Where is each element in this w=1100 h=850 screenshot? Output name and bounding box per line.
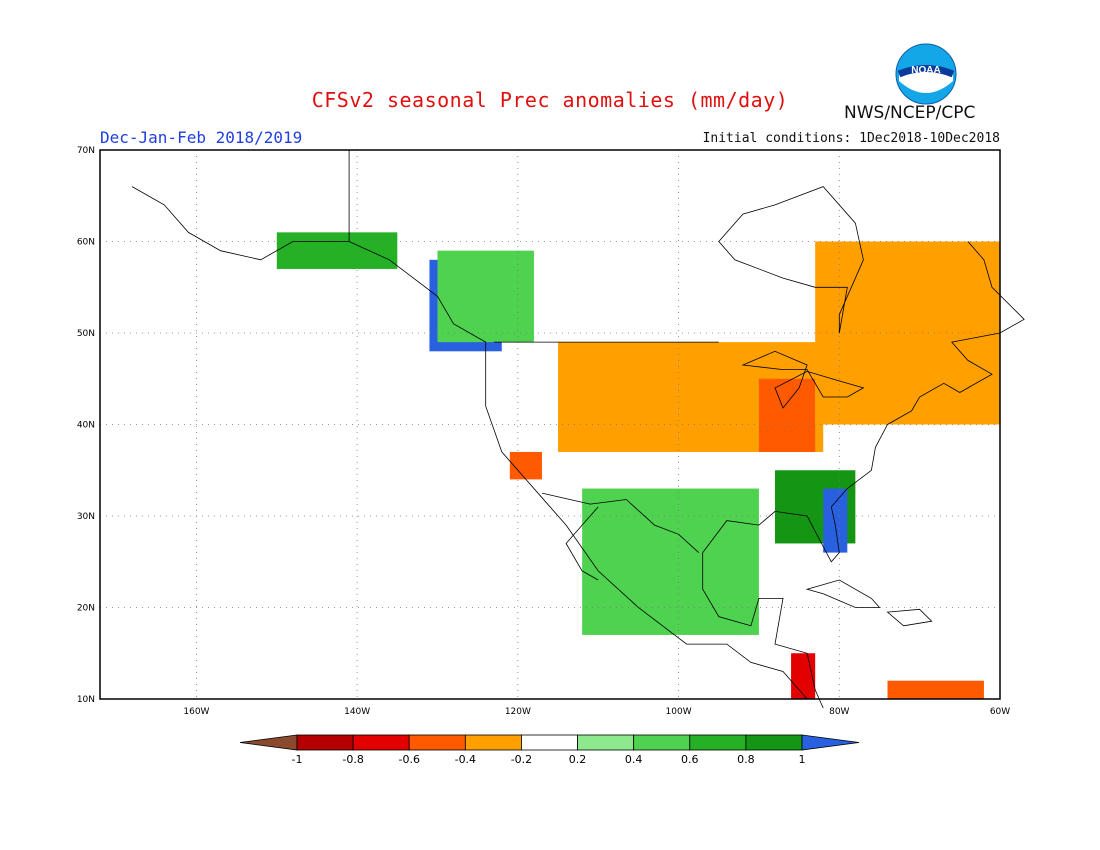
- colorbar-tick-label: -0.8: [342, 753, 363, 766]
- anomaly-region-florida-carolinas: [823, 488, 848, 553]
- lon-label: 100W: [666, 707, 692, 717]
- gulf-mexico-coast: [702, 552, 824, 709]
- colorbar-segment: [577, 734, 635, 751]
- lat-label: 70N: [77, 146, 95, 156]
- colorbar: -1 -0.8 -0.6 -0.4 -0.2 0.2 0.4 0.6 0.8 1: [239, 734, 860, 766]
- colorbar-high-arrow: [801, 734, 860, 751]
- cuba-outline: [805, 579, 881, 608]
- colorbar-segment: [352, 734, 410, 751]
- colorbar-tick-label: -1: [292, 753, 303, 766]
- noaa-logo-text: NOAA: [911, 65, 940, 76]
- colorbar-segment: [521, 734, 578, 751]
- anomaly-region-northeast-quebec: [815, 241, 1000, 425]
- agency-label: NWS/NCEP/CPC: [844, 103, 976, 123]
- hispaniola-outline: [886, 608, 933, 627]
- map-grid: [100, 150, 1000, 699]
- west-coastline: [131, 186, 808, 700]
- colorbar-segment: [408, 734, 466, 751]
- lon-label: 60W: [990, 707, 1010, 717]
- lat-label: 20N: [77, 604, 95, 614]
- us-mexico-border: [541, 492, 699, 553]
- anomaly-region-texas-mexico: [582, 488, 759, 635]
- lon-label: 80W: [829, 707, 849, 717]
- map-frame: [99, 149, 1001, 700]
- great-lakes: [741, 350, 865, 409]
- colorbar-tick-label: 0.8: [737, 753, 755, 766]
- longitude-labels: 160W 140W 120W 100W 80W 60W: [183, 707, 1010, 717]
- anomaly-region-southern-california: [509, 451, 542, 480]
- hudson-bay: [718, 186, 864, 334]
- colorbar-tick-label: -0.4: [455, 753, 476, 766]
- lat-label: 60N: [77, 238, 95, 248]
- map-title: CFSv2 seasonal Prec anomalies (mm/day): [311, 88, 789, 112]
- noaa-logo: NOAA: [895, 43, 957, 105]
- anomaly-layer: [276, 232, 1000, 699]
- east-coastline: [702, 241, 1025, 563]
- lon-label: 160W: [183, 707, 209, 717]
- colorbar-segment: [633, 734, 691, 751]
- lon-label: 120W: [505, 707, 531, 717]
- lon-label: 140W: [344, 707, 370, 717]
- colorbar-segment: [296, 734, 354, 751]
- latitude-labels: 70N 60N 50N 40N 30N 20N 10N: [77, 146, 95, 705]
- lat-label: 40N: [77, 421, 95, 431]
- colorbar-tick-label: 1: [799, 753, 806, 766]
- colorbar-tick-label: -0.2: [511, 753, 532, 766]
- season-label: Dec-Jan-Feb 2018/2019: [100, 128, 303, 147]
- colorbar-tick-label: 0.4: [625, 753, 643, 766]
- lat-label: 30N: [77, 512, 95, 522]
- coastlines: [131, 150, 1025, 709]
- baja-coastline: [565, 506, 599, 581]
- lat-label: 10N: [77, 695, 95, 705]
- colorbar-tick-label: 0.2: [569, 753, 587, 766]
- initial-conditions-label: Initial conditions: 1Dec2018-10Dec2018: [702, 131, 1000, 146]
- colorbar-tick-label: -0.6: [398, 753, 419, 766]
- anomaly-region-caribbean-south: [887, 680, 984, 699]
- anomaly-region-ohio-valley-great-lakes: [758, 378, 816, 452]
- colorbar-segment: [689, 734, 747, 751]
- colorbar-segment: [745, 734, 803, 751]
- anomaly-region-british-columbia-interior: [437, 250, 534, 343]
- colorbar-tick-label: 0.6: [681, 753, 699, 766]
- anomaly-region-central-america: [791, 653, 816, 699]
- lat-label: 50N: [77, 329, 95, 339]
- colorbar-low-arrow: [239, 734, 298, 751]
- anomaly-region-southeast-alaska: [276, 232, 398, 269]
- colorbar-segment: [464, 734, 522, 751]
